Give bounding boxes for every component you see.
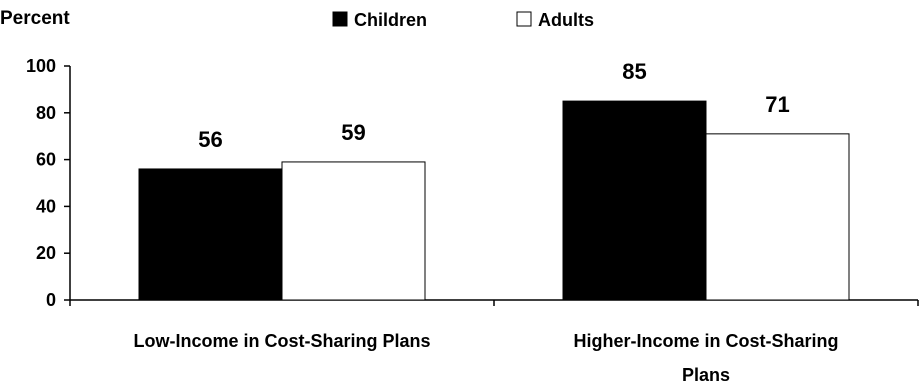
data-label: 59 xyxy=(341,120,365,145)
y-tick-label: 80 xyxy=(36,103,56,123)
category-labels: Low-Income in Cost-Sharing Plans Higher-I… xyxy=(133,331,838,385)
category-label: Higher-Income in Cost-Sharing xyxy=(573,331,838,351)
legend-swatch-children xyxy=(332,11,348,27)
bar-children-1 xyxy=(138,168,283,301)
legend: Children Adults xyxy=(332,10,594,30)
data-label: 56 xyxy=(198,127,222,152)
y-axis-title: Percent xyxy=(0,8,70,29)
legend-label-adults: Adults xyxy=(538,10,594,30)
data-label: 85 xyxy=(622,59,646,84)
bar-adults-1 xyxy=(281,161,426,301)
y-tick-label: 60 xyxy=(36,150,56,170)
legend-swatch-adults xyxy=(516,11,532,27)
data-labels: 56 59 85 71 xyxy=(198,59,789,152)
bar-children-2 xyxy=(562,100,707,301)
y-tick-label: 40 xyxy=(36,196,56,216)
bars xyxy=(138,100,850,301)
y-tick-label: 20 xyxy=(36,243,56,263)
y-tick-label: 100 xyxy=(26,56,56,76)
bar-adults-2 xyxy=(705,133,850,301)
category-label: Plans xyxy=(682,365,730,385)
data-label: 71 xyxy=(765,92,789,117)
legend-label-children: Children xyxy=(354,10,427,30)
y-tick-label: 0 xyxy=(46,290,56,310)
category-label: Low-Income in Cost-Sharing Plans xyxy=(133,331,430,351)
